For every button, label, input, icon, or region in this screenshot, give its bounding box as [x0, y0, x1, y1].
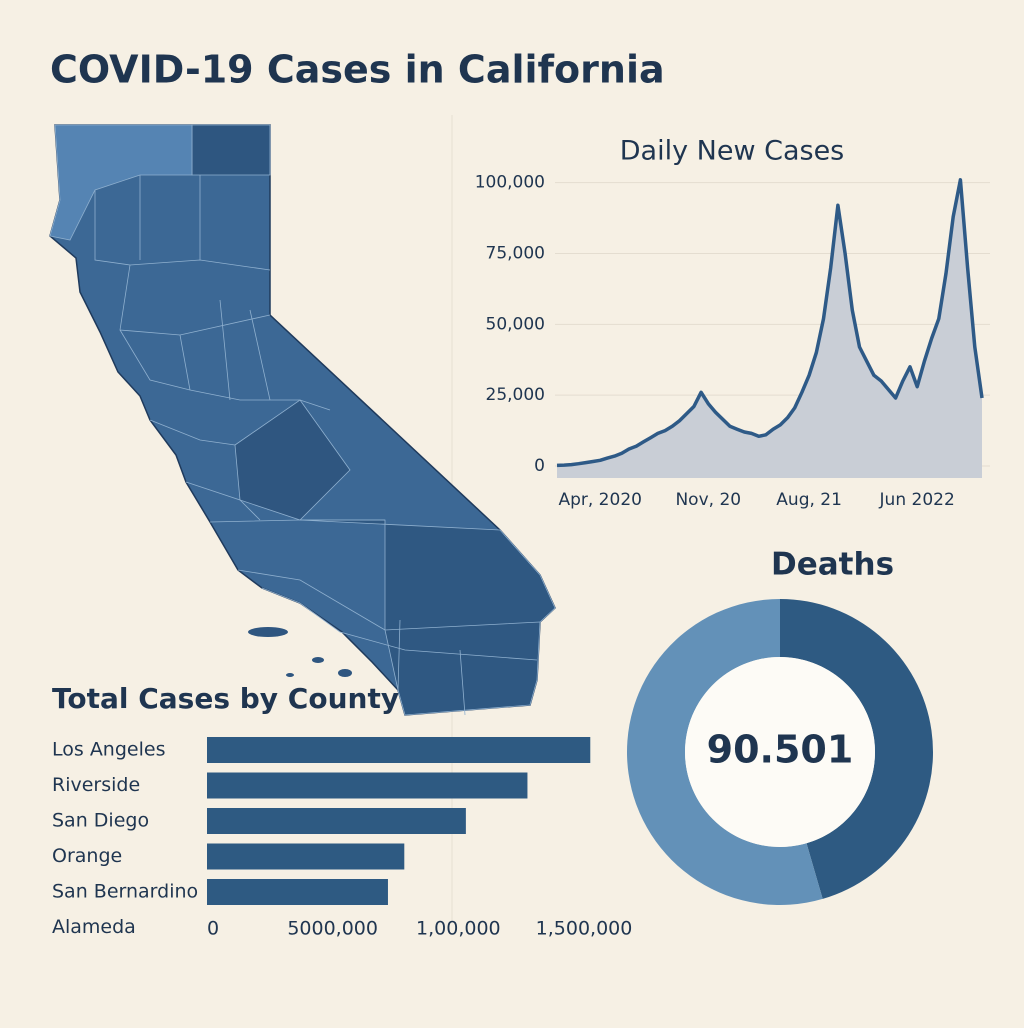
county [299, 519, 556, 716]
x-tick-label: 0 [207, 918, 219, 940]
x-tick-label: Apr, 2020 [558, 490, 641, 510]
donut-segment [626, 598, 823, 905]
islands [248, 627, 352, 677]
bar [207, 843, 405, 870]
chart-title: Deaths [771, 547, 894, 583]
y-tick-label: 50,000 [486, 314, 545, 334]
county [191, 124, 271, 176]
y-tick-label: 25,000 [486, 385, 545, 405]
x-tick-label: Aug, 21 [776, 490, 842, 510]
area [557, 179, 982, 479]
x-tick-label: Jun 2022 [879, 490, 955, 510]
x-tick-label: 1,500,000 [536, 918, 633, 940]
bar [207, 737, 591, 763]
category-label: Orange [52, 845, 122, 867]
category-label: Los Angeles [52, 739, 165, 761]
county [234, 399, 351, 521]
y-tick-label: 0 [534, 456, 545, 476]
category-label: San Bernardino [52, 881, 198, 903]
category-label: Riverside [52, 774, 140, 796]
line [556, 178, 984, 468]
page-title: COVID-19 Cases in California [50, 48, 665, 92]
category-label: Alameda [52, 916, 136, 938]
chart-title: Daily New Cases [620, 136, 845, 167]
center-label: 90.501 [707, 728, 854, 772]
county-lines [94, 175, 541, 716]
california-map [49, 124, 556, 716]
bar [207, 772, 528, 799]
x-tick-label: 1,00,000 [416, 918, 501, 940]
y-tick-label: 75,000 [486, 244, 545, 264]
chart-title: Total Cases by County [52, 682, 399, 715]
x-tick-label: 5000,000 [287, 918, 378, 940]
y-tick-label: 100,000 [475, 173, 545, 193]
category-label: San Diego [52, 810, 149, 832]
bar [207, 879, 388, 905]
donut-segment [780, 599, 933, 899]
bar [207, 808, 466, 834]
x-tick-label: Nov, 20 [675, 490, 741, 510]
donut-hole [685, 657, 875, 847]
